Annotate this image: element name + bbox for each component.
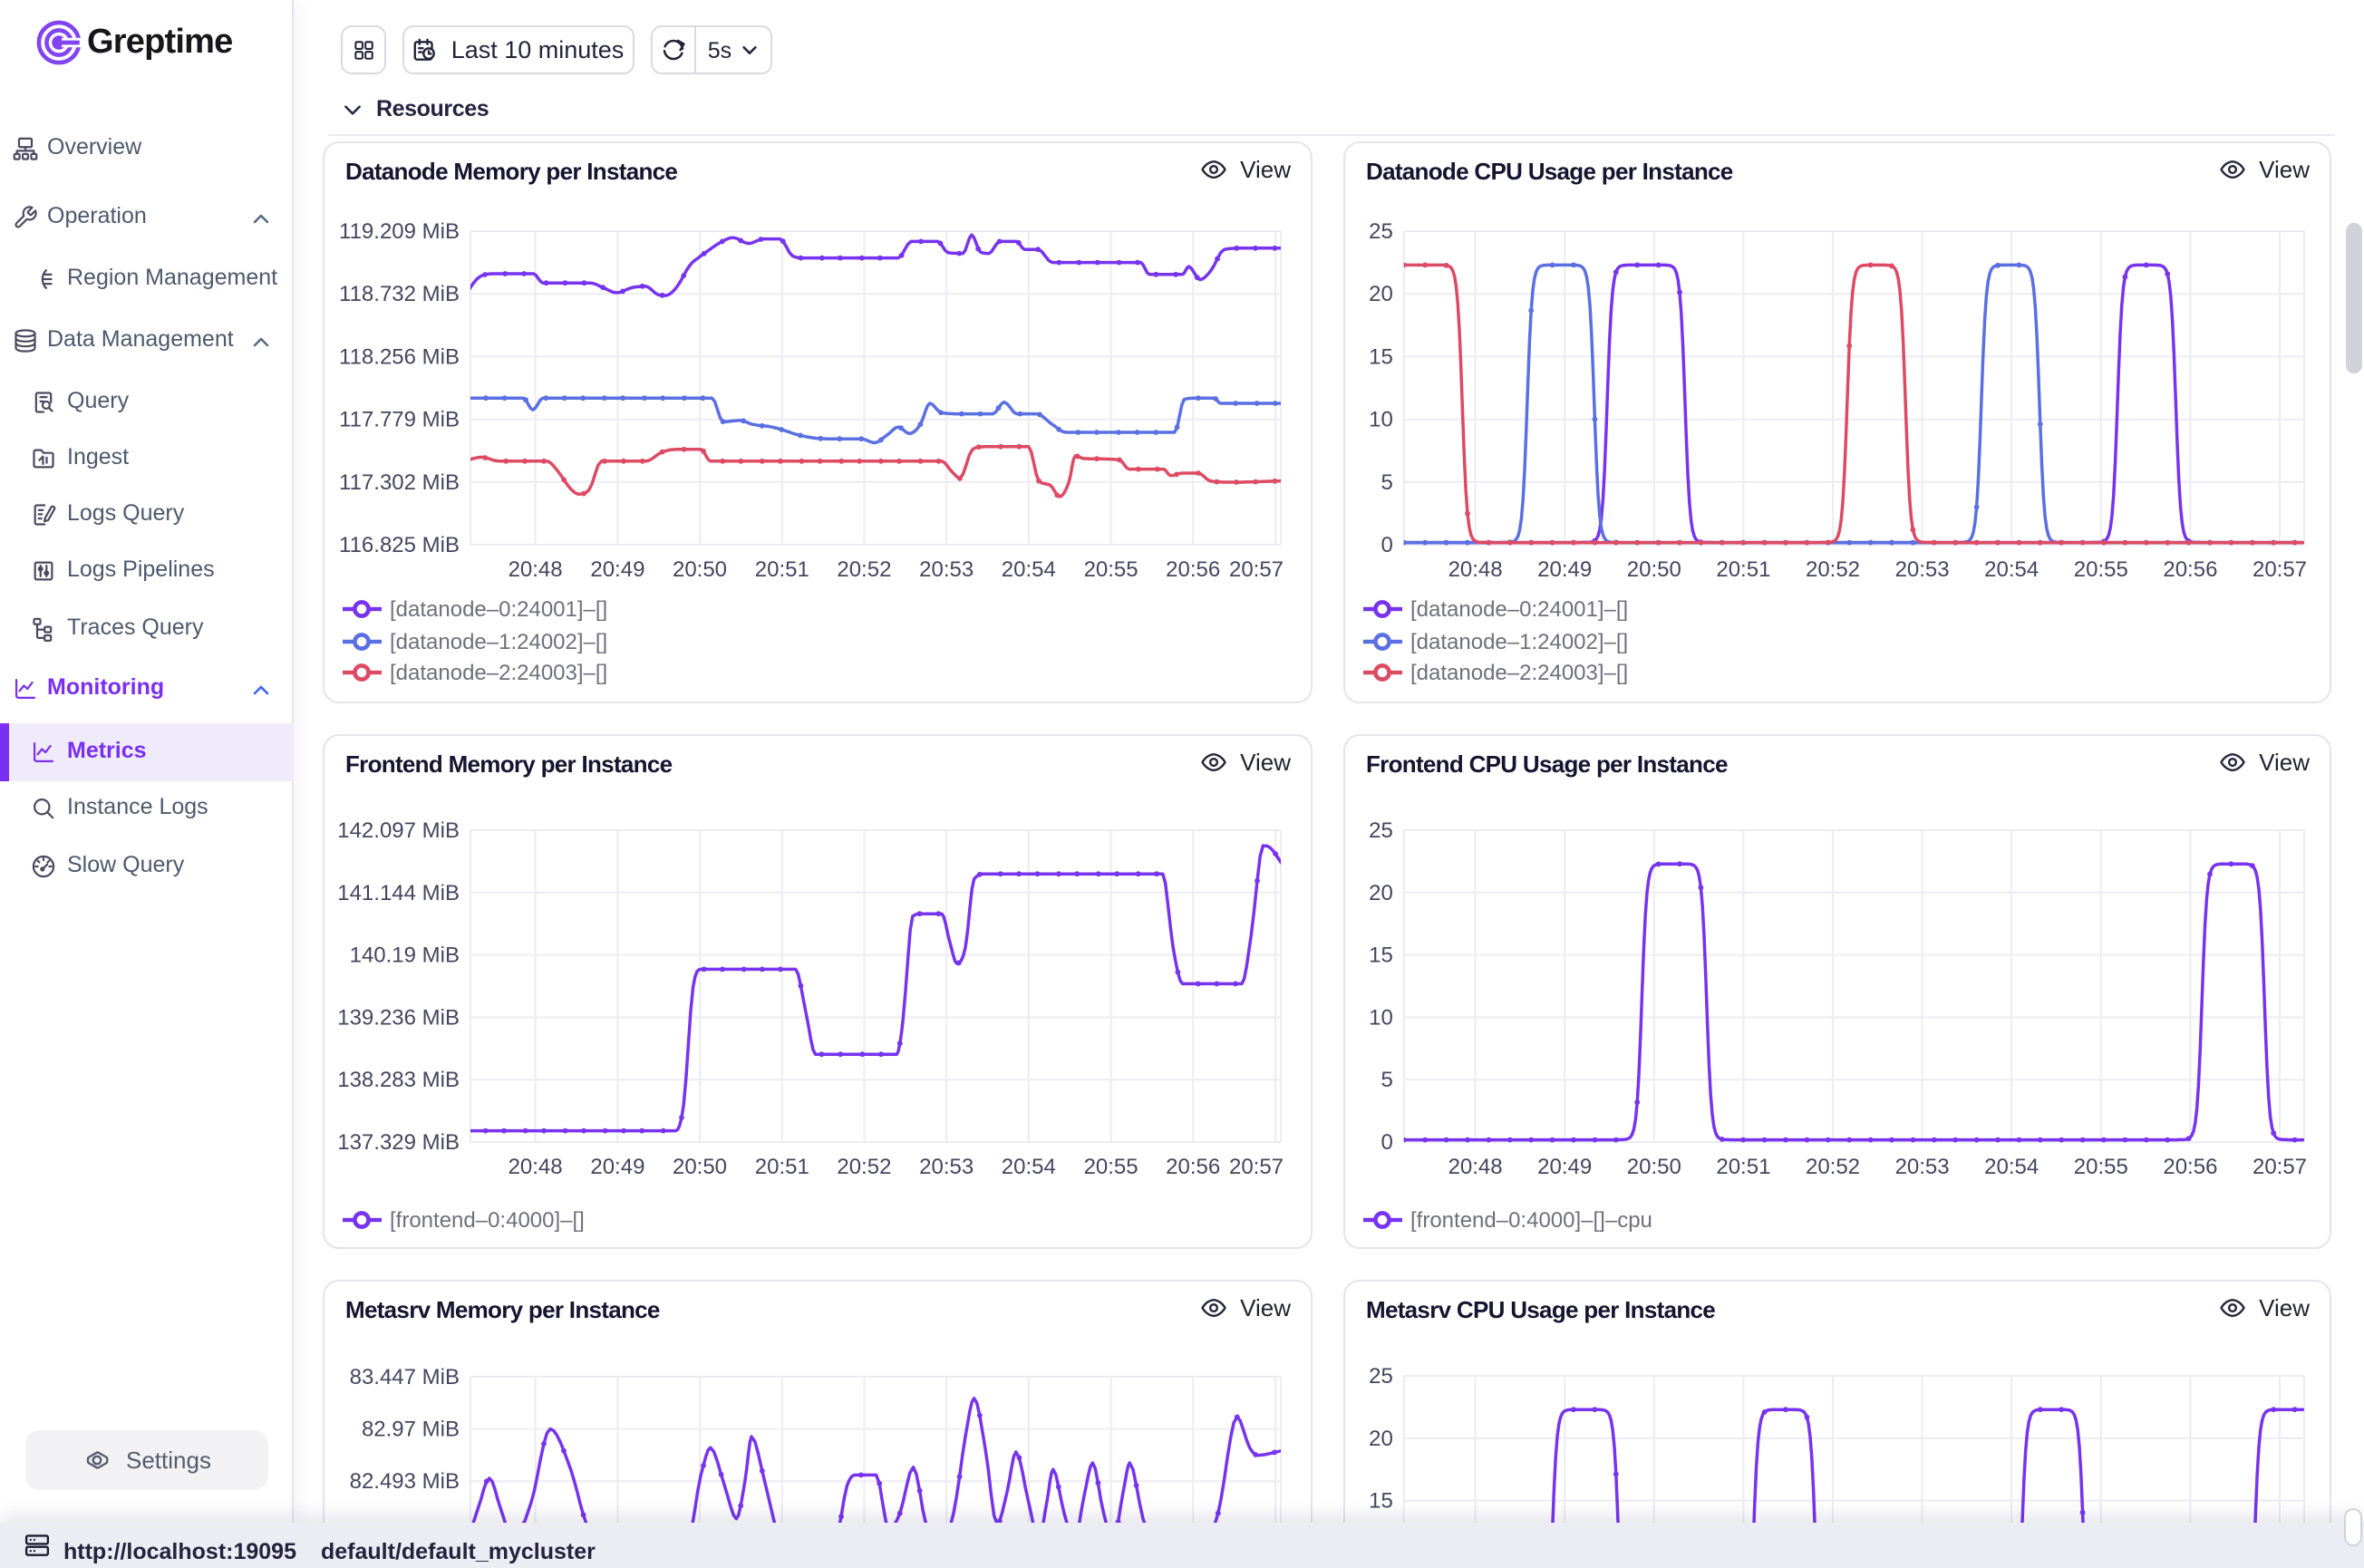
svg-text:15: 15	[1369, 344, 1393, 368]
svg-text:20:55: 20:55	[2074, 557, 2128, 581]
svg-text:117.779 MiB: 117.779 MiB	[339, 407, 460, 431]
svg-text:140.19 MiB: 140.19 MiB	[350, 944, 460, 968]
svg-text:82.493 MiB: 82.493 MiB	[350, 1468, 460, 1493]
svg-text:20:52: 20:52	[837, 1155, 891, 1179]
svg-text:0: 0	[1381, 532, 1392, 557]
svg-text:20: 20	[1369, 881, 1393, 905]
svg-text:118.732 MiB: 118.732 MiB	[339, 281, 460, 305]
svg-text:20:50: 20:50	[673, 1155, 727, 1179]
svg-text:20:57: 20:57	[1229, 1155, 1284, 1179]
svg-text:20:51: 20:51	[1716, 557, 1770, 581]
svg-text:20:49: 20:49	[590, 557, 644, 581]
svg-text:138.283 MiB: 138.283 MiB	[337, 1068, 460, 1092]
svg-text:5: 5	[1381, 1068, 1392, 1092]
svg-text:20: 20	[1369, 281, 1393, 305]
svg-text:20:51: 20:51	[755, 1155, 809, 1179]
svg-text:20:53: 20:53	[1895, 557, 1950, 581]
svg-text:20:54: 20:54	[1984, 557, 2039, 581]
svg-text:119.209 MiB: 119.209 MiB	[339, 218, 460, 243]
svg-text:20:57: 20:57	[2253, 557, 2307, 581]
svg-text:20:57: 20:57	[1229, 557, 1284, 581]
svg-text:25: 25	[1369, 818, 1393, 843]
svg-text:20:48: 20:48	[1448, 557, 1503, 581]
svg-text:15: 15	[1369, 1488, 1393, 1513]
svg-text:142.097 MiB: 142.097 MiB	[337, 818, 460, 843]
svg-text:0: 0	[1381, 1130, 1392, 1155]
svg-text:20:52: 20:52	[1806, 557, 1860, 581]
svg-text:118.256 MiB: 118.256 MiB	[339, 344, 460, 368]
svg-text:20:54: 20:54	[1002, 557, 1056, 581]
svg-text:20:52: 20:52	[837, 557, 891, 581]
svg-text:20:55: 20:55	[1084, 557, 1138, 581]
svg-text:20: 20	[1369, 1426, 1393, 1450]
svg-text:116.825 MiB: 116.825 MiB	[339, 532, 460, 557]
svg-text:20:50: 20:50	[673, 557, 727, 581]
svg-text:20:57: 20:57	[2253, 1155, 2307, 1179]
svg-text:139.236 MiB: 139.236 MiB	[337, 1005, 460, 1030]
svg-text:137.329 MiB: 137.329 MiB	[337, 1130, 460, 1155]
svg-text:20:56: 20:56	[2163, 557, 2217, 581]
svg-text:10: 10	[1369, 1005, 1393, 1030]
svg-text:141.144 MiB: 141.144 MiB	[337, 881, 460, 905]
svg-text:20:48: 20:48	[509, 557, 563, 581]
svg-text:20:56: 20:56	[2163, 1155, 2217, 1179]
svg-text:20:53: 20:53	[919, 1155, 974, 1179]
svg-text:82.97 MiB: 82.97 MiB	[362, 1417, 460, 1441]
svg-text:25: 25	[1369, 1363, 1393, 1388]
svg-text:20:55: 20:55	[2074, 1155, 2128, 1179]
svg-text:20:56: 20:56	[1166, 557, 1220, 581]
svg-text:20:55: 20:55	[1084, 1155, 1138, 1179]
svg-text:20:51: 20:51	[755, 557, 809, 581]
svg-text:83.447 MiB: 83.447 MiB	[350, 1364, 460, 1389]
svg-text:20:51: 20:51	[1716, 1155, 1770, 1179]
svg-text:10: 10	[1369, 407, 1393, 431]
svg-text:20:49: 20:49	[1537, 557, 1592, 581]
svg-text:20:49: 20:49	[1537, 1155, 1592, 1179]
svg-text:20:56: 20:56	[1166, 1155, 1220, 1179]
svg-text:20:54: 20:54	[1984, 1155, 2039, 1179]
svg-text:20:49: 20:49	[590, 1155, 644, 1179]
svg-text:15: 15	[1369, 944, 1393, 968]
svg-text:20:48: 20:48	[1448, 1155, 1503, 1179]
svg-text:117.302 MiB: 117.302 MiB	[339, 469, 460, 494]
svg-text:25: 25	[1369, 218, 1393, 243]
svg-text:20:50: 20:50	[1627, 557, 1681, 581]
svg-text:20:50: 20:50	[1627, 1155, 1681, 1179]
svg-text:20:52: 20:52	[1806, 1155, 1860, 1179]
svg-text:20:54: 20:54	[1002, 1155, 1056, 1179]
svg-text:20:53: 20:53	[919, 557, 974, 581]
svg-text:5: 5	[1381, 469, 1392, 494]
svg-text:20:53: 20:53	[1895, 1155, 1950, 1179]
svg-text:20:48: 20:48	[509, 1155, 563, 1179]
